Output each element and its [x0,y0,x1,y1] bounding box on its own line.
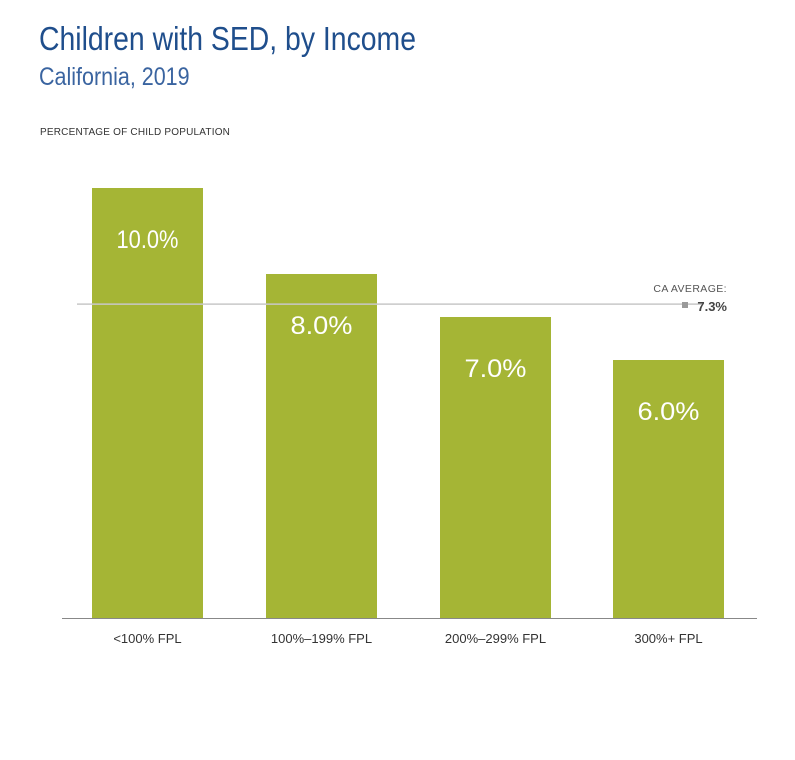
bar-value-label-1: 10.0% [117,226,179,254]
bar-value-label-3: 7.0% [465,355,527,383]
bar-3 [440,317,551,618]
ca-average-label: CA AVERAGE: [653,283,727,295]
x-tick-label-2: 100%–199% FPL [271,631,372,646]
bar-value-label-2: 8.0% [291,312,353,340]
chart-title: Children with SED, by Income [39,20,416,57]
x-tick-label-1: <100% FPL [113,631,181,646]
bar-value-label-4: 6.0% [638,398,700,426]
chart-subtitle: California, 2019 [39,63,190,91]
bar-1 [92,188,203,618]
bar-4 [613,360,724,618]
ca-average-marker [682,302,688,308]
bar-2 [266,274,377,618]
ca-average-value: 7.3% [697,299,727,314]
x-tick-label-3: 200%–299% FPL [445,631,546,646]
x-tick-label-4: 300%+ FPL [634,631,702,646]
y-axis-label: PERCENTAGE OF CHILD POPULATION [40,127,231,138]
